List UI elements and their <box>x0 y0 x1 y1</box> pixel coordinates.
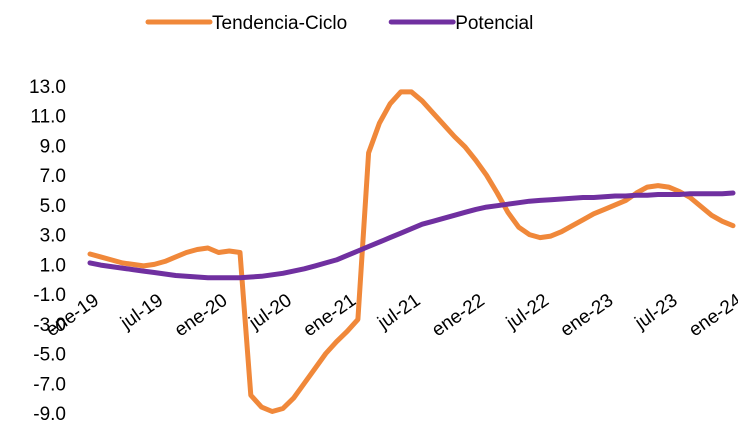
x-tick-label: ene-20 <box>171 290 232 341</box>
legend-label: Tendencia-Ciclo <box>212 13 347 34</box>
x-tick-label: jul-19 <box>116 290 167 334</box>
y-tick-label: 5.0 <box>40 196 66 217</box>
series-line <box>87 89 736 414</box>
y-tick-label: 3.0 <box>40 226 66 247</box>
x-tick-label: ene-22 <box>428 290 489 341</box>
y-tick-label: 9.0 <box>40 136 66 157</box>
y-tick-label: 13.0 <box>29 77 66 98</box>
legend-label: Potencial <box>455 13 533 34</box>
x-tick-label: jul-22 <box>502 290 553 334</box>
x-tick-label: ene-21 <box>300 290 361 341</box>
y-tick-label: -9.0 <box>33 404 66 423</box>
x-tick-label: jul-21 <box>373 290 424 334</box>
x-tick-label: ene-24 <box>685 290 738 341</box>
y-tick-label: -7.0 <box>33 374 66 395</box>
x-tick-label: jul-23 <box>631 290 682 334</box>
y-tick-label: 1.0 <box>40 255 66 276</box>
y-tick-label: -5.0 <box>33 345 66 366</box>
y-tick-label: 7.0 <box>40 166 66 187</box>
y-tick-label: -1.0 <box>33 285 66 306</box>
series-line <box>87 190 736 281</box>
x-tick-label: jul-20 <box>245 290 296 334</box>
y-tick-label: 11.0 <box>30 107 66 128</box>
y-tick-label: -3.0 <box>33 315 66 336</box>
x-tick-label: ene-23 <box>557 290 618 341</box>
